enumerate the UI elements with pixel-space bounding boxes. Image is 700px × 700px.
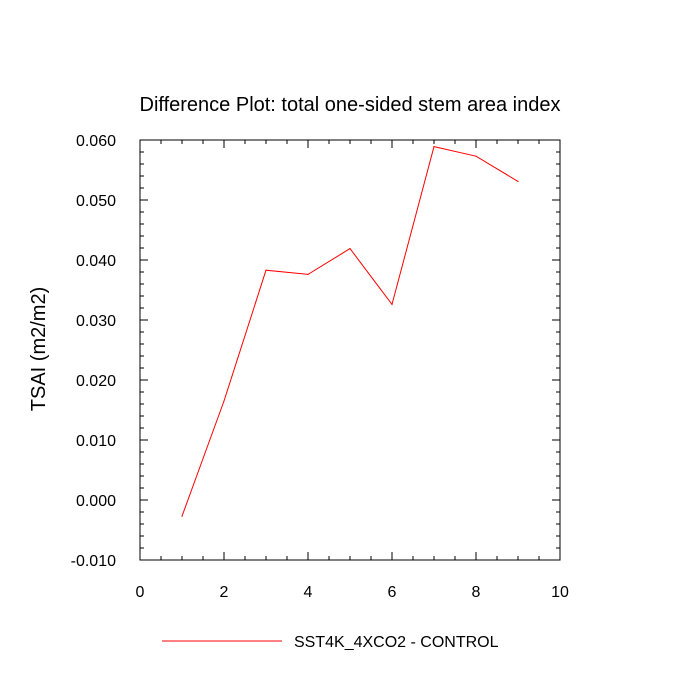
series-layer <box>181 146 519 517</box>
x-tick-label: 6 <box>388 584 397 601</box>
data-point <box>433 146 435 148</box>
x-tick-label: 10 <box>551 584 569 601</box>
plot-frame <box>139 139 561 561</box>
data-point <box>265 269 267 271</box>
data-point <box>223 400 225 402</box>
data-point <box>349 248 351 250</box>
axes: 0 2 4 6 8 10 -0.010 0.000 0.010 0.020 0.030 0.040 0.… <box>71 133 569 601</box>
y-tick-label: 0.030 <box>76 313 116 330</box>
y-tick-label: -0.010 <box>71 553 116 570</box>
y-tick-label: 0.060 <box>76 133 116 150</box>
y-axis-label: TSAI (m2/m2) <box>28 287 50 411</box>
legend-label: SST4K_4XCO2 - CONTROL <box>294 634 499 651</box>
x-tick-label: 4 <box>304 584 313 601</box>
y-tick-label: 0.050 <box>76 193 116 210</box>
chart-title: Difference Plot: total one-sided stem ar… <box>140 94 561 116</box>
x-tick-label: 0 <box>136 584 145 601</box>
y-tick-label: 0.020 <box>76 373 116 390</box>
data-point <box>475 155 477 157</box>
y-tick-label: 0.000 <box>76 493 116 510</box>
y-tick-label: 0.040 <box>76 253 116 270</box>
x-tick-label: 2 <box>220 584 229 601</box>
data-point <box>307 273 309 275</box>
x-tick-label: 8 <box>472 584 481 601</box>
data-point <box>391 303 393 305</box>
legend: SST4K_4XCO2 - CONTROL <box>162 634 499 651</box>
data-point <box>181 515 183 517</box>
y-tick-label: 0.010 <box>76 433 116 450</box>
series-line <box>181 146 519 517</box>
data-point <box>517 180 519 182</box>
